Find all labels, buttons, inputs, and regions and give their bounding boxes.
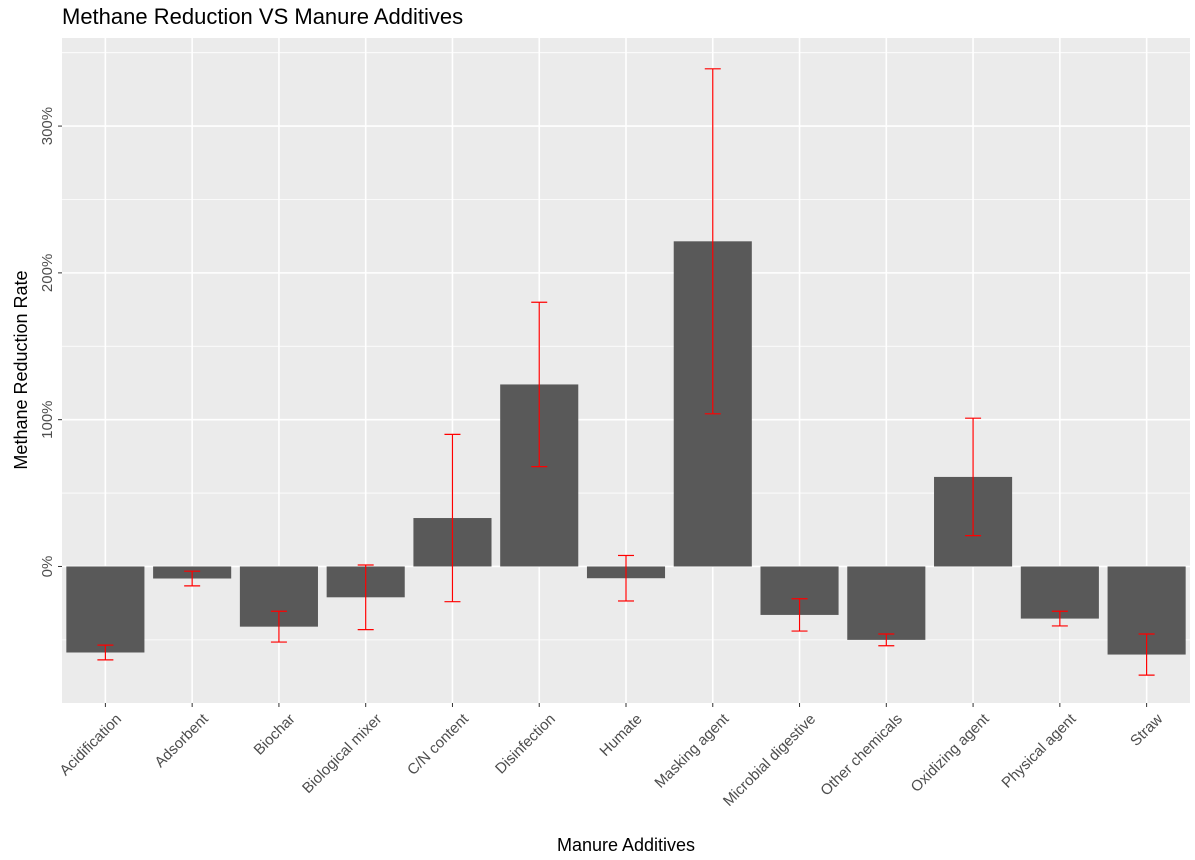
- error-bar: [1138, 633, 1155, 676]
- error-bar: [878, 633, 895, 647]
- error-bar: [965, 417, 982, 537]
- bar: [1020, 566, 1099, 619]
- x-tick-label: C/N content: [404, 710, 473, 779]
- error-bar: [1051, 610, 1068, 627]
- x-tick-label: Microbial digestive: [720, 711, 819, 810]
- y-tick-label: 0%: [39, 556, 56, 578]
- y-tick-label: 300%: [39, 107, 56, 145]
- chart-title: Methane Reduction VS Manure Additives: [62, 4, 463, 29]
- x-tick-label: Other chemicals: [817, 711, 906, 800]
- error-bar: [704, 68, 721, 415]
- x-tick-label: Masking agent: [651, 710, 733, 792]
- x-tick-label: Acidification: [56, 711, 125, 780]
- x-tick-label: Disinfection: [492, 711, 559, 778]
- error-bar: [618, 554, 634, 602]
- bar: [66, 566, 145, 653]
- x-tick-label: Physical agent: [998, 710, 1080, 792]
- y-axis-title: Methane Reduction Rate: [11, 270, 31, 469]
- x-axis-title: Manure Additives: [557, 835, 695, 855]
- x-tick-label: Biological mixer: [299, 711, 385, 797]
- error-bar: [444, 433, 461, 603]
- x-tick-label: Adsorbent: [151, 710, 212, 771]
- x-tick-label: Oxidizing agent: [908, 710, 994, 796]
- error-bar: [531, 301, 548, 468]
- x-tick-label: Straw: [1127, 710, 1166, 749]
- x-tick-label: Humate: [596, 711, 645, 760]
- error-bar: [97, 644, 114, 661]
- error-bar: [791, 598, 808, 632]
- error-bar: [184, 570, 201, 587]
- y-tick-label: 100%: [39, 400, 56, 438]
- bar: [847, 566, 926, 640]
- y-tick-label: 200%: [39, 254, 56, 292]
- x-tick-label: Biochar: [251, 711, 299, 759]
- error-bar: [357, 564, 374, 631]
- error-bar: [270, 610, 287, 643]
